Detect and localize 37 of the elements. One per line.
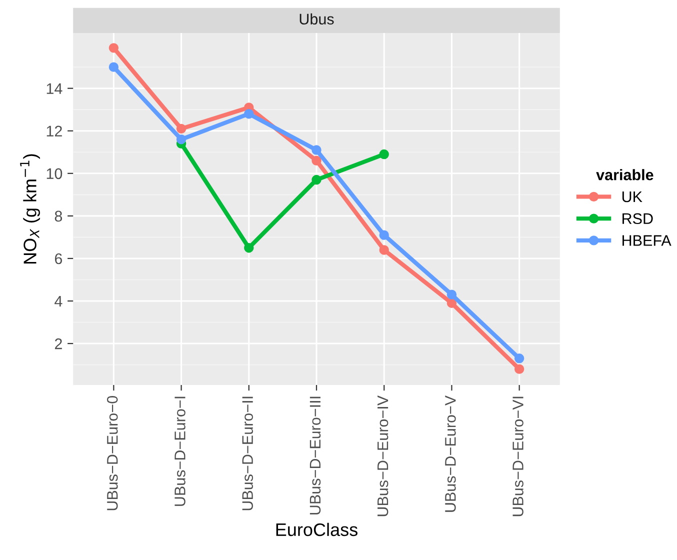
point bbox=[514, 354, 524, 364]
point bbox=[514, 364, 524, 374]
chart-title: Ubus bbox=[300, 13, 334, 25]
point bbox=[108, 62, 119, 72]
point bbox=[244, 108, 254, 119]
point bbox=[312, 174, 322, 185]
x-axis-title: EuroClass bbox=[276, 522, 358, 536]
point bbox=[244, 242, 254, 253]
y-tick-label: 2 bbox=[54, 338, 62, 350]
point bbox=[176, 134, 186, 144]
y-tick-label: 10 bbox=[46, 168, 62, 180]
x-tick-label: UBus−D−Euro−V bbox=[445, 395, 456, 512]
y-tick-label: 6 bbox=[54, 253, 62, 264]
point bbox=[379, 230, 389, 240]
point bbox=[176, 124, 186, 134]
x-tick-label: UBus−D−Euro−I bbox=[174, 396, 186, 506]
x-tick-label: UBus−D−Euro−II bbox=[242, 396, 253, 510]
y-tick-label: 8 bbox=[54, 210, 62, 222]
x-tick-label: UBus−D−Euro−III bbox=[310, 396, 321, 514]
point bbox=[312, 156, 322, 166]
y-tick-label: 4 bbox=[54, 296, 62, 307]
point bbox=[312, 145, 322, 155]
x-tick-label: UBus−D−Euro−IV bbox=[378, 395, 388, 516]
y-tick-label: 14 bbox=[46, 83, 62, 94]
legend-label: UK bbox=[622, 192, 642, 202]
point bbox=[446, 298, 457, 308]
point bbox=[446, 290, 457, 300]
point bbox=[379, 245, 389, 255]
point bbox=[108, 43, 119, 53]
x-tick-label: UBus−D−Euro−VI bbox=[512, 396, 524, 516]
legend-title: variable bbox=[596, 169, 654, 180]
x-tick-label: UBus−D−Euro−0 bbox=[106, 396, 118, 510]
y-tick-label: 12 bbox=[46, 126, 62, 136]
legend-label: HBEFA bbox=[622, 235, 672, 246]
point bbox=[379, 149, 389, 160]
legend-label: RSD bbox=[622, 213, 653, 224]
y-axis-title: NO$_{X}$ (g km$^{−1}$) bbox=[20, 154, 40, 264]
